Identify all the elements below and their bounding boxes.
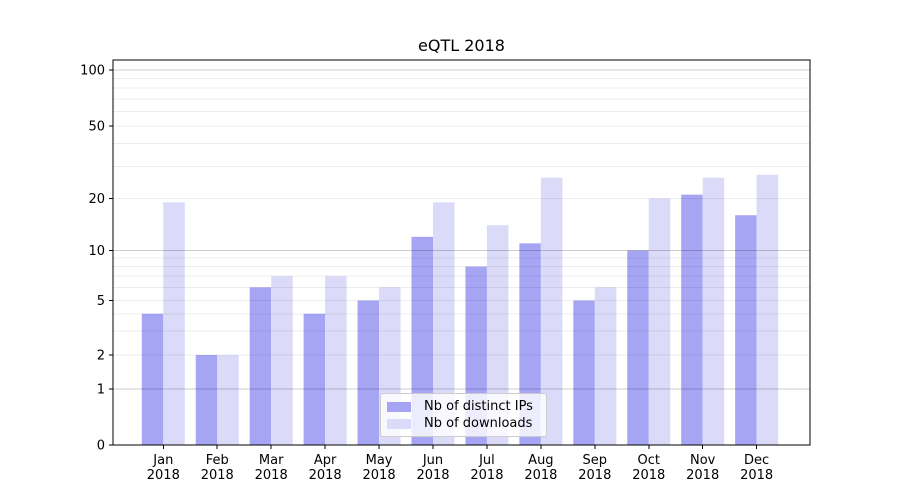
y-tick-label: 0 — [97, 439, 105, 454]
x-tick-label-year: 2018 — [470, 468, 503, 483]
bar-downloads-apr-2018 — [325, 276, 347, 445]
bar-distinct-ips-nov-2018 — [681, 194, 703, 445]
bar-distinct-ips-mar-2018 — [249, 287, 272, 445]
bar-distinct-ips-apr-2018 — [303, 313, 326, 445]
x-tick-label-year: 2018 — [309, 468, 342, 483]
bar-downloads-jan-2018 — [163, 202, 185, 445]
bar-downloads-sep-2018 — [594, 287, 617, 445]
x-tick-label-year: 2018 — [363, 468, 396, 483]
bar-distinct-ips-feb-2018 — [195, 355, 218, 445]
legend-label-downloads: Nb of downloads — [424, 416, 533, 431]
x-tick-label-year: 2018 — [632, 468, 665, 483]
bar-downloads-mar-2018 — [271, 276, 293, 445]
legend-item-distinct-ips: Nb of distinct IPs — [387, 399, 542, 414]
x-tick-label-year: 2018 — [686, 468, 719, 483]
x-tick-label-month: Oct — [638, 453, 660, 468]
y-tick-label: 1 — [97, 383, 105, 398]
bar-distinct-ips-dec-2018 — [735, 215, 757, 445]
bar-downloads-feb-2018 — [217, 355, 239, 445]
x-tick-label-month: Feb — [206, 453, 229, 468]
y-tick-label: 2 — [97, 349, 105, 364]
x-tick-label-year: 2018 — [578, 468, 611, 483]
y-tick-label: 20 — [88, 192, 105, 207]
legend-swatch-downloads — [387, 418, 411, 429]
bar-downloads-nov-2018 — [702, 177, 725, 446]
y-tick-label: 5 — [97, 294, 105, 309]
x-tick-label-month: Aug — [528, 453, 553, 468]
y-tick-label: 10 — [88, 244, 105, 259]
bar-distinct-ips-jan-2018 — [141, 313, 164, 445]
x-tick-label-month: Jul — [478, 453, 495, 468]
x-tick-label-month: Jun — [422, 453, 443, 468]
x-tick-label-year: 2018 — [255, 468, 288, 483]
bar-distinct-ips-jun-2018 — [411, 236, 433, 445]
bar-downloads-jul-2018 — [486, 225, 509, 445]
bar-downloads-jun-2018 — [433, 202, 455, 445]
x-tick-label-month: Jan — [152, 453, 173, 468]
x-tick-label-month: Apr — [314, 453, 337, 468]
y-tick-label: 100 — [80, 64, 105, 79]
chart-title: eQTL 2018 — [418, 36, 505, 55]
legend-swatch-distinct-ips — [387, 401, 411, 412]
plot-border — [112, 59, 811, 446]
bar-distinct-ips-sep-2018 — [573, 300, 595, 445]
x-tick-label-month: Mar — [259, 453, 284, 468]
x-tick-label-year: 2018 — [740, 468, 773, 483]
bar-distinct-ips-oct-2018 — [627, 250, 649, 445]
x-tick-label-month: May — [366, 453, 393, 468]
legend-box: Nb of distinct IPs Nb of downloads — [380, 393, 547, 437]
x-tick-label-year: 2018 — [201, 468, 234, 483]
x-tick-label-year: 2018 — [524, 468, 557, 483]
bar-distinct-ips-may-2018 — [357, 300, 380, 445]
x-tick-label-year: 2018 — [416, 468, 449, 483]
bar-downloads-oct-2018 — [648, 198, 671, 445]
y-tick-label: 50 — [88, 120, 105, 135]
bar-downloads-dec-2018 — [756, 174, 779, 446]
legend-label-distinct-ips: Nb of distinct IPs — [424, 399, 533, 414]
x-tick-label-month: Dec — [744, 453, 769, 468]
x-tick-label-year: 2018 — [147, 468, 180, 483]
x-tick-label-month: Nov — [690, 453, 716, 468]
x-tick-label-month: Sep — [583, 453, 608, 468]
legend-item-downloads: Nb of downloads — [387, 416, 542, 431]
bar-downloads-aug-2018 — [540, 177, 563, 446]
